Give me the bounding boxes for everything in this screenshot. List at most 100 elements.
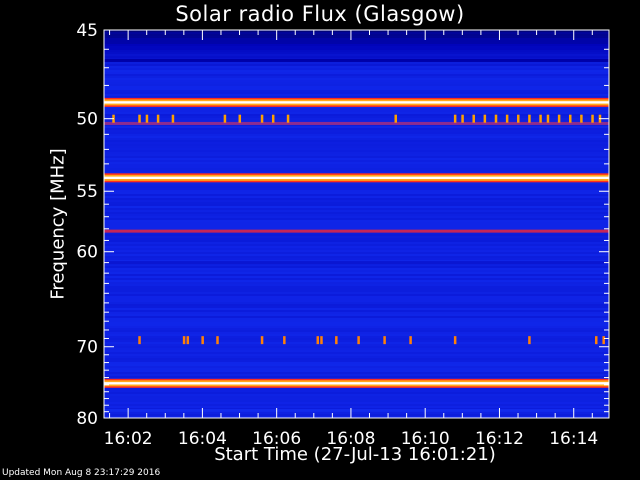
background-strip <box>104 116 609 118</box>
background-strip <box>104 86 609 88</box>
burst-mark <box>539 114 542 123</box>
x-tick-label: 16:10 <box>401 429 450 449</box>
background-strip <box>104 164 609 166</box>
background-strip <box>104 320 609 322</box>
background-strip <box>104 390 609 392</box>
background-strip <box>104 246 609 248</box>
background-strip <box>104 192 609 194</box>
background-strip <box>104 82 609 84</box>
background-strip <box>104 270 609 272</box>
background-strip <box>104 314 609 316</box>
burst-mark <box>186 336 190 345</box>
background-strip <box>104 338 609 340</box>
frequency-band <box>104 378 609 388</box>
chart-title: Solar radio Flux (Glasgow) <box>175 2 465 26</box>
background-strip <box>104 316 609 318</box>
background-strip <box>104 182 609 184</box>
background-strip <box>104 290 609 292</box>
background-strip <box>104 336 609 338</box>
background-strip <box>104 34 609 36</box>
background-strip <box>104 110 609 112</box>
background-strip <box>104 124 609 126</box>
y-tick-label: 80 <box>76 409 98 429</box>
burst-mark <box>383 336 386 345</box>
background-strip <box>104 326 609 328</box>
burst-mark <box>557 114 561 123</box>
background-strip <box>104 416 609 418</box>
background-strip <box>104 364 609 366</box>
background-strip <box>104 348 609 350</box>
background-strip <box>104 202 609 204</box>
background-strip <box>104 68 609 70</box>
background-strip <box>104 136 609 138</box>
background-strip <box>104 208 609 210</box>
background-strip <box>104 268 609 270</box>
background-strip <box>104 206 609 208</box>
background-strip <box>104 212 609 214</box>
background-strip <box>104 72 609 74</box>
background-strip <box>104 40 609 42</box>
plot-frame <box>103 29 610 419</box>
background-strip <box>104 404 609 406</box>
x-tick-label: 16:06 <box>252 429 301 449</box>
background-strip <box>104 38 609 40</box>
background-strip <box>104 114 609 116</box>
frequency-band <box>104 97 609 107</box>
background-strip <box>104 288 609 290</box>
burst-mark <box>472 114 475 123</box>
background-strip <box>104 414 609 416</box>
background-strip <box>104 62 609 64</box>
background-strip <box>104 64 609 66</box>
background-strip <box>104 242 609 244</box>
background-strip <box>104 238 609 240</box>
background-strip <box>104 248 609 250</box>
background-strip <box>104 222 609 224</box>
background-strip <box>104 332 609 334</box>
background-strip <box>104 346 609 348</box>
burst-mark <box>238 114 242 123</box>
background-strip <box>104 194 609 196</box>
background-strip <box>104 370 609 372</box>
burst-mark <box>591 114 594 123</box>
background-strip <box>104 30 609 32</box>
background-strip <box>104 264 609 266</box>
background-strip <box>104 168 609 170</box>
background-strip <box>104 360 609 362</box>
burst-mark <box>260 114 264 123</box>
burst-mark <box>461 114 464 123</box>
background-strip <box>104 400 609 402</box>
background-strip <box>104 258 609 260</box>
background-strip <box>104 126 609 128</box>
background-strip <box>104 214 609 216</box>
background-strip <box>104 224 609 226</box>
background-strip <box>104 158 609 160</box>
background-strip <box>104 310 609 312</box>
burst-mark <box>453 114 457 123</box>
background-strip <box>104 46 609 48</box>
background-strip <box>104 42 609 44</box>
frequency-band <box>104 173 609 183</box>
burst-mark <box>171 114 175 123</box>
background-strip <box>104 218 609 220</box>
burst-mark <box>409 336 412 345</box>
background-strip <box>104 232 609 234</box>
background-strip <box>104 294 609 296</box>
background-strip <box>104 184 609 186</box>
background-strip <box>104 220 609 222</box>
background-strip <box>104 274 609 276</box>
background-strip <box>104 70 609 72</box>
background-strip <box>104 344 609 346</box>
background-strip <box>104 146 609 148</box>
background-strip <box>104 300 609 302</box>
background-strip <box>104 128 609 130</box>
background-strip <box>104 204 609 206</box>
background-strip <box>104 112 609 114</box>
background-strip <box>104 324 609 326</box>
burst-mark <box>286 114 290 123</box>
burst-mark <box>483 114 487 123</box>
background-strip <box>104 96 609 98</box>
background-strip <box>104 92 609 94</box>
background-strip <box>104 402 609 404</box>
background-strip <box>104 374 609 376</box>
background-strip <box>104 48 609 50</box>
